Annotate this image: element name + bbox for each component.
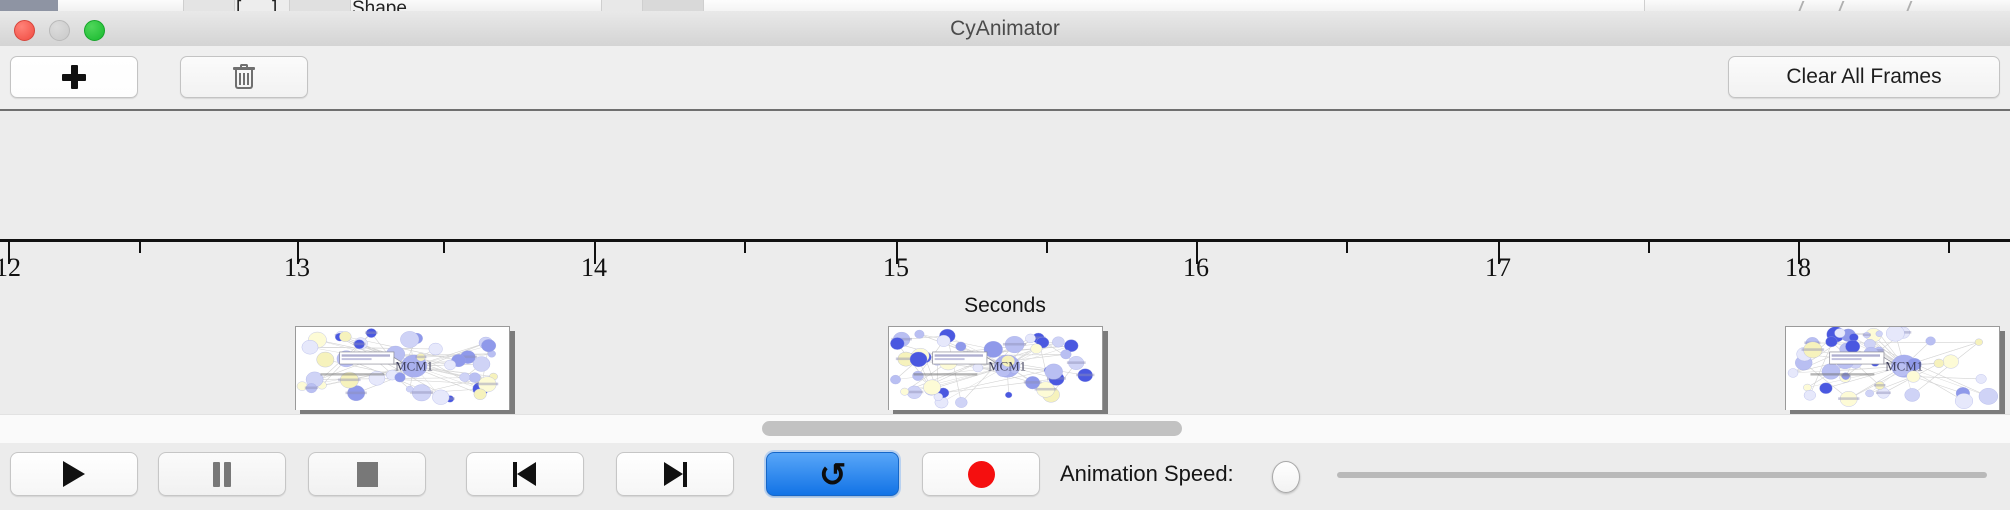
axis-tick-label: 14 — [581, 253, 607, 282]
axis-minor-tick — [139, 242, 141, 253]
toolbar: Clear All Frames — [0, 46, 2010, 111]
axis-tick — [896, 242, 898, 264]
animation-speed-slider-thumb[interactable] — [1272, 461, 1300, 493]
skip-end-button[interactable] — [616, 452, 734, 496]
stop-icon — [356, 461, 378, 487]
axis-tick-label: 12 — [0, 253, 21, 282]
axis-minor-tick — [1346, 242, 1348, 253]
loop-button[interactable]: ↻ — [766, 452, 899, 496]
scrollbar-thumb[interactable] — [762, 421, 1182, 436]
svg-text:MCM1: MCM1 — [988, 360, 1026, 374]
timeline-scrollbar[interactable] — [0, 414, 2010, 444]
axis-tick — [1498, 242, 1500, 264]
axis-tick-label: 18 — [1785, 253, 1811, 282]
delete-frame-button[interactable] — [180, 56, 308, 98]
record-icon — [967, 460, 995, 488]
axis-tick — [8, 242, 10, 264]
axis-minor-tick — [744, 242, 746, 253]
axis-tick-label: 17 — [1485, 253, 1511, 282]
axis-minor-tick — [443, 242, 445, 253]
background-window-sidebar — [0, 0, 58, 11]
minimize-icon[interactable] — [49, 20, 70, 41]
close-icon[interactable] — [14, 20, 35, 41]
keyframe-thumbnail[interactable]: MCM1 — [888, 326, 1103, 411]
axis-tick-label: 15 — [883, 253, 909, 282]
axis-title: Seconds — [964, 294, 1046, 317]
maximize-icon[interactable] — [84, 20, 105, 41]
play-icon — [63, 461, 85, 487]
background-window-cell — [602, 0, 643, 11]
axis-tick — [297, 242, 299, 264]
timeline-axis — [0, 239, 2010, 242]
pause-button[interactable] — [158, 452, 286, 496]
play-button[interactable] — [10, 452, 138, 496]
axis-tick-label: 16 — [1183, 253, 1209, 282]
titlebar: CyAnimator — [0, 11, 2010, 47]
background-window-cell — [351, 0, 602, 11]
background-window-cell — [58, 0, 184, 11]
record-button[interactable] — [922, 452, 1040, 496]
axis-minor-tick — [1648, 242, 1650, 253]
add-frame-button[interactable] — [10, 56, 138, 98]
keyframe-thumbnail[interactable]: MCM1 — [1785, 326, 2000, 411]
background-window-cell — [290, 0, 351, 11]
background-window-bracket-left: [ — [236, 0, 242, 12]
stop-button[interactable] — [308, 452, 426, 496]
loop-icon: ↻ — [818, 454, 847, 494]
trash-icon — [233, 64, 255, 90]
background-window-cell — [184, 0, 235, 11]
axis-minor-tick — [1046, 242, 1048, 253]
clear-all-frames-button[interactable]: Clear All Frames — [1728, 56, 2000, 98]
background-window-bracket-right: ] — [272, 0, 278, 12]
svg-text:MCM1: MCM1 — [1885, 360, 1923, 374]
axis-minor-tick — [1948, 242, 1950, 253]
axis-tick — [594, 242, 596, 264]
background-window-cell — [643, 0, 704, 11]
pause-icon — [212, 461, 232, 487]
svg-text:MCM1: MCM1 — [395, 360, 433, 374]
axis-tick — [1196, 242, 1198, 264]
animation-speed-slider[interactable] — [1337, 472, 1987, 478]
timeline-panel[interactable]: MCM1 MCM1 MCM1 12 13 14 15 16 17 18 Seconds — [0, 111, 2010, 414]
skip-end-icon — [663, 461, 687, 487]
background-window-cell — [704, 0, 1645, 11]
background-window-cell — [235, 0, 290, 11]
window-title: CyAnimator — [950, 17, 1060, 40]
plus-icon — [62, 65, 86, 89]
animation-speed-label: Animation Speed: — [1060, 461, 1234, 486]
playback-controls: ↻ Animation Speed: — [0, 443, 2010, 510]
axis-tick — [1798, 242, 1800, 264]
background-window-strip: [ ] Shape — [0, 0, 2010, 12]
keyframe-thumbnail[interactable]: MCM1 — [295, 326, 510, 411]
skip-start-icon — [513, 461, 537, 487]
axis-tick-label: 13 — [284, 253, 310, 282]
skip-start-button[interactable] — [466, 452, 584, 496]
background-window-label: Shape — [352, 0, 407, 12]
